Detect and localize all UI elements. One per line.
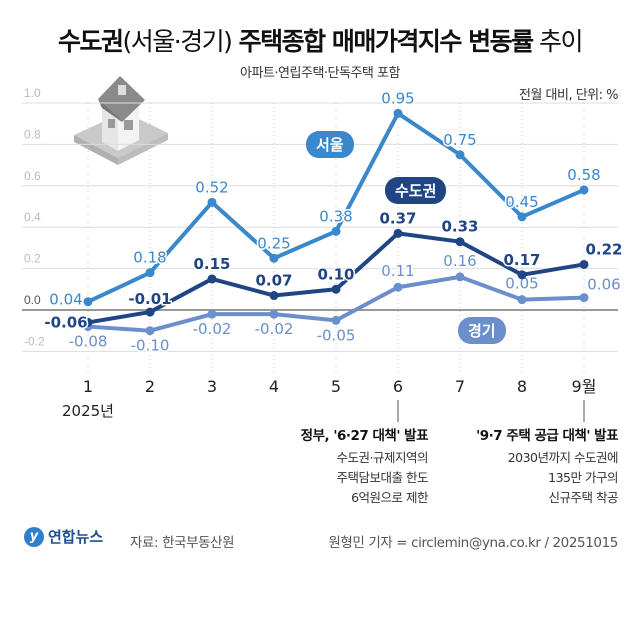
data-point xyxy=(517,270,527,280)
y-tick-label: 0.6 xyxy=(24,169,41,183)
data-point xyxy=(83,317,93,327)
data-label: 0.58 xyxy=(567,166,600,184)
data-point xyxy=(331,284,341,294)
data-point xyxy=(393,108,403,118)
unit-label: 전월 대비, 단위: % xyxy=(518,88,619,103)
y-tick-label: 1.0 xyxy=(24,86,41,100)
data-label: 0.11 xyxy=(381,262,414,280)
data-label: 0.33 xyxy=(441,218,478,236)
data-label: 0.10 xyxy=(317,265,354,283)
data-label: 0.25 xyxy=(257,234,290,252)
legend-capital: 수도권 xyxy=(385,177,447,204)
note-line: 135만 가구의 xyxy=(548,470,618,485)
note-627: 정부, '6·27 대책' 발표 수도권·규제지역의 주택담보대출 한도 6억원… xyxy=(300,426,429,508)
data-point xyxy=(269,253,279,263)
data-label: -0.10 xyxy=(131,337,170,355)
x-tick-label: 4 xyxy=(269,377,279,396)
data-point xyxy=(269,291,279,301)
title-part: 주택종합 매매가격지수 변동률 xyxy=(231,27,534,56)
credit: 원형민 기자 = circlemin@yna.co.kr / 20251015 xyxy=(328,535,618,551)
data-point xyxy=(579,293,589,303)
data-point xyxy=(579,259,589,269)
data-label: 0.75 xyxy=(443,131,476,149)
data-label: -0.08 xyxy=(69,333,108,351)
data-point xyxy=(455,150,465,160)
data-label: -0.02 xyxy=(255,320,294,338)
note-line: 2030년까지 수도권에 xyxy=(507,450,619,465)
note-97: '9·7 주택 공급 대책' 발표 2030년까지 수도권에 135만 가구의 … xyxy=(476,426,618,508)
data-label: -0.06 xyxy=(44,313,87,331)
x-tick-label: 8 xyxy=(517,377,527,396)
x-tick-label: 5 xyxy=(331,377,341,396)
note-line: 주택담보대출 한도 xyxy=(336,470,429,485)
data-label: 0.22 xyxy=(585,240,622,258)
legend-seoul: 서울 xyxy=(306,131,354,158)
data-point xyxy=(331,226,341,236)
data-point xyxy=(393,228,403,238)
data-label: -0.05 xyxy=(317,326,356,344)
data-label: 0.37 xyxy=(379,209,416,227)
data-point xyxy=(393,282,403,292)
logo-mark-icon: y xyxy=(24,526,44,547)
data-point xyxy=(207,274,217,284)
data-label: 0.04 xyxy=(49,291,82,309)
note-head: '9·7 주택 공급 대책' 발표 xyxy=(476,428,618,444)
y-tick-label: 0.8 xyxy=(24,127,41,141)
x-tick-label: 1 xyxy=(83,377,93,396)
data-point xyxy=(517,212,527,222)
source: 자료: 한국부동산원 xyxy=(130,535,235,551)
data-label: 0.16 xyxy=(443,252,476,270)
title-part: 수도권 xyxy=(57,27,124,56)
data-point xyxy=(83,297,93,307)
x-tick-label: 2 xyxy=(145,377,155,396)
data-point xyxy=(269,309,279,319)
x-tick-label: 6 xyxy=(393,377,403,396)
chart-subtitle: 아파트·연립주택·단독주택 포함 xyxy=(240,66,400,81)
data-point xyxy=(207,309,217,319)
data-label: 0.15 xyxy=(193,255,230,273)
data-label: 0.52 xyxy=(195,178,228,196)
y-tick-label: 0.2 xyxy=(24,252,41,266)
y-tick-label: 0.0 xyxy=(24,293,41,307)
data-point xyxy=(331,315,341,325)
house-icon xyxy=(74,76,168,165)
data-label: 0.05 xyxy=(505,275,538,293)
data-point xyxy=(517,295,527,305)
data-point xyxy=(455,237,465,247)
x-tick-label: 9월 xyxy=(572,377,597,396)
title-part: (서울·경기) xyxy=(122,27,232,56)
data-label: 0.18 xyxy=(133,249,166,267)
data-label: -0.02 xyxy=(193,320,232,338)
data-point xyxy=(207,197,217,207)
legend-gyeonggi: 경기 xyxy=(458,317,506,344)
data-point xyxy=(145,268,155,278)
data-label: 0.45 xyxy=(505,193,538,211)
data-point xyxy=(579,185,589,195)
title-part: 추이 xyxy=(532,27,584,56)
x-tick-label: 7 xyxy=(455,377,465,396)
x-tick-label: 3 xyxy=(207,377,217,396)
chart-title: 수도권(서울·경기) 주택종합 매매가격지수 변동률 추이 xyxy=(0,22,640,58)
note-head: 정부, '6·27 대책' 발표 xyxy=(300,428,429,444)
data-label: 0.95 xyxy=(381,89,414,107)
data-point xyxy=(145,326,155,336)
data-label: 0.38 xyxy=(319,207,352,225)
data-point xyxy=(145,307,155,317)
y-tick-label: -0.2 xyxy=(24,334,45,348)
data-label: 0.17 xyxy=(503,251,540,269)
yonhap-logo: y 연합뉴스 xyxy=(24,526,103,547)
data-label: -0.01 xyxy=(128,290,171,308)
data-label: 0.06 xyxy=(587,276,620,294)
logo-text: 연합뉴스 xyxy=(48,528,104,546)
x-sublabel: 2025년 xyxy=(62,402,114,420)
y-tick-label: 0.4 xyxy=(24,210,41,224)
data-point xyxy=(455,272,465,282)
note-line: 신규주택 착공 xyxy=(548,490,619,505)
note-line: 6억원으로 제한 xyxy=(351,490,428,505)
data-label: 0.07 xyxy=(255,272,292,290)
note-line: 수도권·규제지역의 xyxy=(336,450,429,465)
